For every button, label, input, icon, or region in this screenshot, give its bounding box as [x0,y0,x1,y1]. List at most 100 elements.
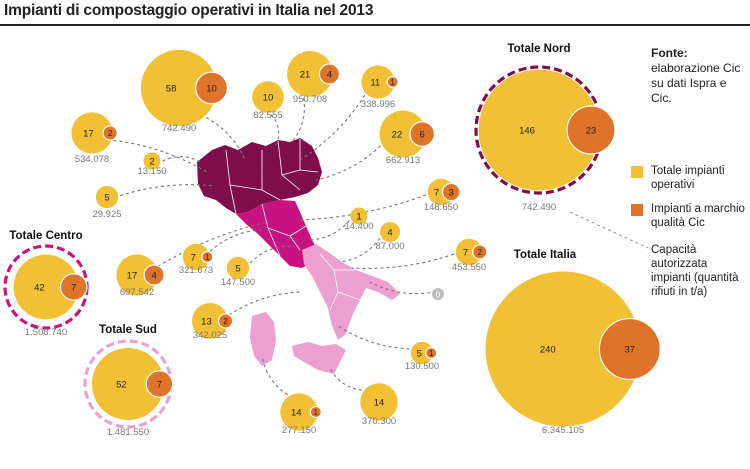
region-18-marchio-bubble [309,405,322,419]
region-8-operativi-label: 7 [434,188,439,199]
leader-line-13 [209,229,263,252]
region-4-operativi-label: 10 [263,93,274,104]
total-3-title: Totale Italia [514,249,577,261]
leader-line-5 [291,97,305,143]
region-11-operativi-label: 7 [463,248,468,259]
leader-line-9 [307,220,350,241]
total-3-marchio-label: 37 [625,345,636,356]
total-2-operativi-bubble [91,347,165,421]
total-2-marchio-label: 7 [157,380,162,391]
region-15-marchio-label: 4 [151,271,156,282]
total-0-marchio-bubble [566,105,616,155]
region-17-marchio-bubble [425,346,438,360]
total-2-operativi-label: 52 [116,380,127,391]
total-3-operativi-bubble [485,271,641,427]
region-2-operativi-bubble [143,152,161,170]
leader-line-17 [337,325,410,350]
region-11-marchio-bubble [472,244,488,260]
region-18-capacity: 277.150 [282,425,316,436]
region-5-marchio-label: 4 [327,70,332,81]
region-0-operativi-label: 58 [166,84,177,95]
region-19-operativi-label: 14 [374,398,385,409]
region-11-capacity: 453.550 [452,262,486,273]
leader-line-12 [369,281,431,295]
legend-label-quality: Impianti a marchio qualità Cic [651,203,745,229]
region-13-marchio-bubble [201,250,214,264]
region-5-marchio-bubble [318,63,341,85]
italy-map [197,138,400,374]
leader-line-14 [249,245,293,264]
total-3-marchio-bubble [598,317,661,381]
total-0-operativi-label: 146 [519,126,535,137]
region-8-capacity: 148.650 [424,202,458,213]
region-4-operativi-bubble [252,81,284,113]
map-north-borders [225,139,319,215]
region-0-marchio-label: 10 [206,84,217,95]
region-2-capacity: 13.150 [137,166,166,177]
leader-line-15 [157,221,269,267]
region-15-marchio-bubble [143,264,165,286]
region-19-capacity: 370.300 [362,416,396,427]
region-7-capacity: 662.913 [386,155,420,166]
source-note: Fonte: elaborazione Cic su dati Ispra e … [651,46,747,106]
region-17-capacity: 130.500 [405,361,439,372]
total-2-marchio-bubble [145,370,174,398]
region-19-operativi-bubble [360,383,398,421]
total-1-marchio-bubble [59,273,88,301]
region-16-marchio-bubble [217,313,234,329]
region-7-operativi-bubble [379,110,427,158]
region-6-capacity: 338.996 [361,99,395,110]
region-18-marchio-label: 1 [314,408,319,417]
region-14-operativi-label: 5 [235,264,240,275]
total-0-capacity: 742.490 [522,202,556,213]
total-1-operativi-label: 42 [34,283,45,294]
region-0-operativi-bubble [140,49,218,127]
total-1-title: Totale Centro [9,230,82,242]
region-6-operativi-label: 11 [370,78,380,89]
total-0-title: Totale Nord [507,43,570,55]
region-1-capacity: 534.078 [75,154,109,165]
source-label: Fonte: [651,46,688,60]
legend-capacity-pointer [569,211,649,249]
region-12-operativi-label: 0 [436,291,441,300]
region-16-operativi-label: 13 [201,317,212,328]
leader-line-19 [329,367,363,391]
region-3-operativi-bubble [95,185,119,209]
region-1-marchio-label: 2 [108,129,113,138]
map-north [197,138,322,214]
region-8-marchio-label: 3 [449,188,454,199]
leader-line-11 [351,253,455,269]
region-17-operativi-label: 5 [417,349,422,360]
leader-line-16 [228,291,301,316]
region-15-capacity: 697.542 [120,287,154,298]
region-13-marchio-label: 1 [205,253,210,262]
total-2-title: Totale Sud [99,324,157,336]
map-centre [236,200,320,268]
map-sicily [292,342,346,374]
region-6-marchio-label: 1 [390,78,395,87]
region-0-capacity: 742.490 [162,123,196,134]
leader-line-8 [299,194,427,221]
region-1-operativi-bubble [71,112,113,154]
region-1-operativi-label: 17 [83,129,94,140]
map-centre-borders [261,203,307,257]
region-15-operativi-bubble [116,254,158,296]
region-0-marchio-bubble [195,71,228,105]
region-13-operativi-bubble [182,243,210,271]
region-9-operativi-bubble [350,207,368,225]
total-1-marchio-label: 7 [71,283,76,294]
region-13-capacity: 321.673 [179,265,213,276]
region-13-operativi-label: 7 [191,253,196,264]
region-10-operativi-bubble [380,222,400,242]
region-9-operativi-label: 1 [356,212,361,223]
region-5-operativi-label: 21 [300,70,311,81]
map-sardinia [250,312,276,366]
region-4-capacity: 82.555 [253,110,282,121]
region-7-operativi-label: 22 [392,130,403,141]
chart-title: Impianti di compostaggio operativi in It… [4,2,374,19]
region-15-operativi-label: 17 [127,271,138,282]
region-5-operativi-bubble [287,51,333,97]
total-1-operativi-bubble [13,254,79,320]
